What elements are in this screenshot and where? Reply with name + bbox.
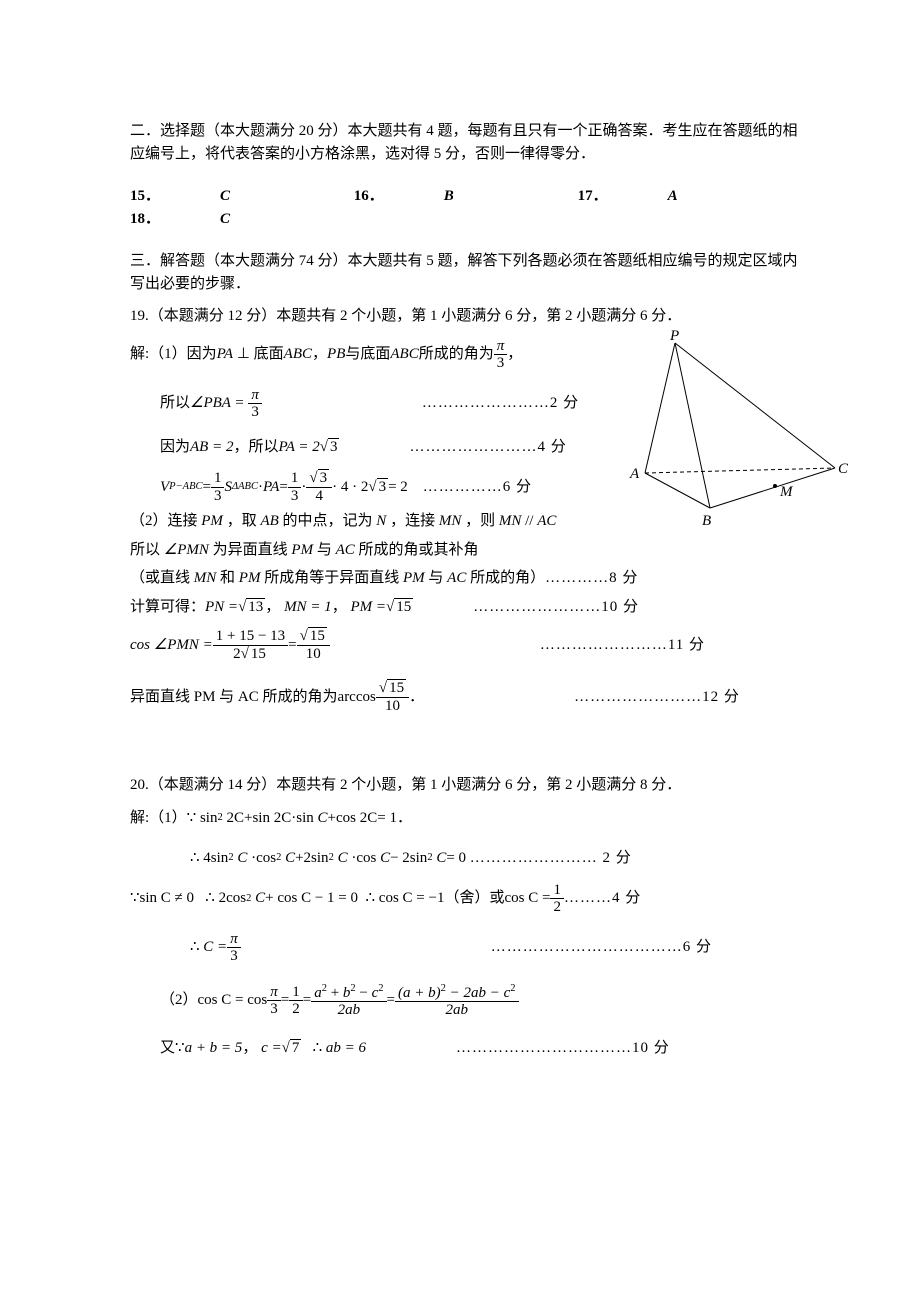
a17-val: A <box>668 185 678 208</box>
svg-text:B: B <box>702 513 711 528</box>
q20-title: 20.（本题满分 14 分）本题共有 2 个小题，第 1 小题满分 6 分，第 … <box>130 774 800 797</box>
q20-p5: （2） cos C = cos π3 = 12 = a2 + b2 − c22a… <box>130 983 800 1019</box>
section2-heading: 二．选择题（本大题满分 20 分）本大题共有 4 题，每题有且只有一个正确答案．… <box>130 120 800 165</box>
section3-heading: 三．解答题（本大题满分 74 分）本大题共有 5 题，解答下列各题必须在答题纸相… <box>130 250 800 295</box>
q20-p3: ∵ sin C ≠ 0 ∴ 2cos2 C + cos C − 1 = 0 ∴ … <box>130 882 800 916</box>
a18-num: 18． <box>130 208 160 231</box>
q20-p6: 又 ∵ a + b = 5 ， c = √7 ∴ ab = 6 ……………………… <box>130 1037 800 1060</box>
svg-text:M: M <box>779 484 794 500</box>
q19-p9: cos ∠PMN = 1 + 15 − 132√15 = √1510 ……………… <box>130 628 800 662</box>
q19-title: 19.（本题满分 12 分）本题共有 2 个小题，第 1 小题满分 6 分，第 … <box>130 305 800 328</box>
a16-val: B <box>444 185 454 208</box>
svg-text:A: A <box>629 466 640 482</box>
q20-p4: ∴ C = π3 ………………………………6 分 <box>130 931 800 965</box>
q19-p7: （或直线 MN 和 PM 所成角等于异面直线 PM 与 AC 所成的角）…………… <box>130 567 800 590</box>
q19-figure: P A B C M <box>620 328 850 536</box>
svg-text:C: C <box>838 461 849 477</box>
q20-p1: 解:（1） ∵ sin2 2C + sin 2C · sin C + cos 2… <box>130 807 800 830</box>
a16-num: 16． <box>354 185 384 208</box>
q19-p10: 异面直线 PM 与 AC 所成的角为 arccos √1510 ． ………………… <box>130 680 800 714</box>
q20-p2: ∴ 4sin2 C · cos2 C +2sin2 C · cos C − 2s… <box>130 847 800 870</box>
a18-val: C <box>220 208 230 231</box>
svg-text:P: P <box>669 328 679 344</box>
a15-num: 15． <box>130 185 160 208</box>
a15-val: C <box>220 185 230 208</box>
answers-row: 15． C 16． B 17． A 18． C <box>130 185 800 230</box>
q19-p8: 计算可得： PN = √13 ， MN = 1 ， PM = √15 ……………… <box>130 596 800 619</box>
q19-p6: 所以 ∠PMN 为异面直线 PM 与 AC 所成的角或其补角 <box>130 539 800 562</box>
a17-num: 17． <box>578 185 608 208</box>
